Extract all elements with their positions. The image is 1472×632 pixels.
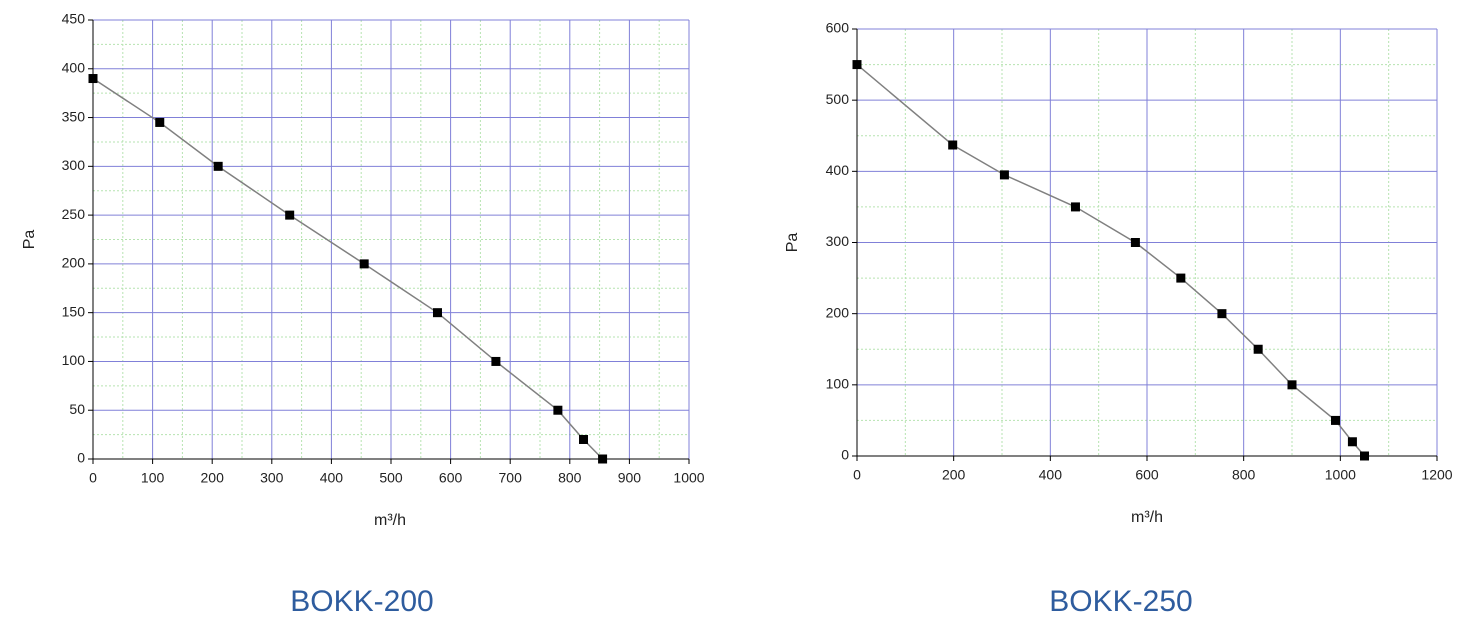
data-marker (579, 434, 589, 444)
data-marker (1331, 415, 1340, 425)
data-marker (1347, 437, 1357, 447)
x-axis-title: m³/h (1131, 509, 1163, 526)
y-tick-label: 200 (62, 255, 86, 271)
data-marker (213, 161, 223, 171)
data-marker (999, 170, 1009, 180)
data-marker (1287, 380, 1297, 390)
x-tick-label: 100 (141, 470, 165, 486)
x-axis-title: m³/h (374, 512, 406, 529)
y-tick-label: 300 (826, 233, 850, 249)
y-axis-title: Pa (784, 233, 801, 253)
data-marker (359, 259, 369, 269)
y-tick-label: 400 (62, 59, 86, 75)
chart-title: BOKK-250 (1049, 585, 1192, 618)
data-marker (491, 356, 501, 366)
data-marker (948, 140, 958, 150)
x-tick-label: 200 (201, 470, 225, 486)
x-tick-label: 0 (89, 470, 97, 486)
y-tick-label: 350 (62, 108, 86, 124)
y-tick-label: 300 (62, 157, 86, 173)
y-tick-label: 600 (826, 20, 850, 36)
y-axis-title: Pa (21, 230, 38, 250)
y-tick-label: 150 (62, 303, 86, 319)
data-marker (598, 454, 608, 464)
y-tick-label: 0 (841, 447, 849, 463)
y-tick-label: 100 (826, 376, 850, 392)
x-tick-label: 900 (618, 470, 642, 486)
y-tick-label: 50 (69, 401, 85, 417)
data-marker (432, 308, 442, 318)
x-tick-label: 800 (1232, 467, 1256, 483)
y-tick-label: 0 (77, 450, 85, 466)
data-marker (1070, 202, 1080, 212)
x-tick-label: 0 (853, 467, 861, 483)
data-marker (1217, 309, 1227, 319)
x-tick-label: 400 (320, 470, 344, 486)
data-marker (1360, 451, 1369, 461)
data-marker (553, 405, 563, 415)
data-marker (852, 60, 862, 70)
data-marker (1176, 273, 1186, 283)
y-tick-label: 250 (62, 206, 86, 222)
data-marker (1253, 344, 1263, 354)
x-tick-label: 600 (439, 470, 463, 486)
x-tick-label: 700 (499, 470, 523, 486)
x-tick-label: 800 (558, 470, 582, 486)
data-line (856, 64, 1366, 457)
x-tick-label: 300 (260, 470, 284, 486)
x-tick-label: 600 (1135, 467, 1159, 483)
x-tick-label: 200 (942, 467, 966, 483)
x-tick-label: 1000 (673, 470, 704, 486)
data-marker (1130, 238, 1140, 247)
x-tick-label: 500 (379, 470, 403, 486)
y-tick-label: 200 (826, 304, 850, 320)
y-tick-label: 100 (62, 352, 86, 368)
data-marker (155, 117, 165, 127)
data-marker (88, 74, 98, 84)
data-marker (285, 210, 295, 220)
y-tick-label: 450 (62, 11, 86, 27)
x-tick-label: 400 (1039, 467, 1063, 483)
y-tick-label: 400 (826, 162, 850, 178)
chart-title: BOKK-200 (290, 585, 433, 618)
x-tick-label: 1200 (1421, 467, 1452, 483)
y-tick-label: 500 (826, 91, 850, 107)
x-tick-label: 1000 (1325, 467, 1356, 483)
data-line (92, 77, 604, 460)
